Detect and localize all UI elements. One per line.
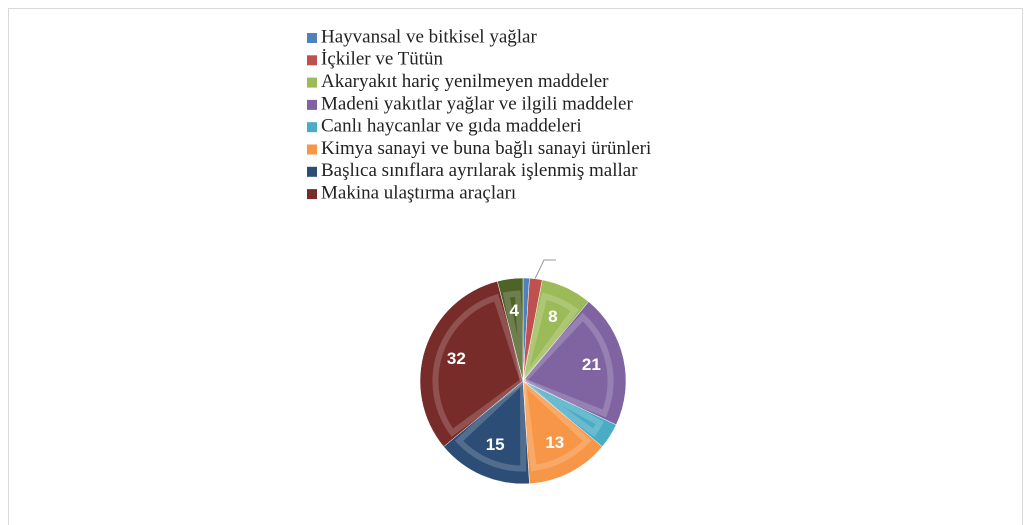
legend-label: Hayvansal ve bitkisel yağlar xyxy=(321,26,537,47)
legend-swatch xyxy=(307,122,317,133)
legend-label: Akaryakıt hariç yenilmeyen maddeler xyxy=(321,71,609,92)
legend-swatch xyxy=(307,33,317,43)
pie-slice xyxy=(419,280,524,448)
pie-slice xyxy=(497,277,524,382)
pie-slice xyxy=(522,301,627,426)
legend-label: Canlı haycanlar ve gıda maddeleri xyxy=(321,116,582,137)
data-label: 13 xyxy=(545,433,564,452)
legend-swatch xyxy=(307,166,317,177)
data-label: 21 xyxy=(582,355,601,374)
legend-swatch xyxy=(307,55,317,66)
slice-bevel xyxy=(520,292,579,383)
data-label: 8 xyxy=(548,307,557,326)
data-label: 15 xyxy=(486,435,505,454)
legend-swatch xyxy=(307,144,317,155)
legend-swatch xyxy=(307,77,317,88)
chart-border xyxy=(8,8,1023,525)
legend-swatch xyxy=(307,99,317,110)
slice-bevel xyxy=(519,373,592,472)
slice-bevel xyxy=(454,374,527,472)
data-label: 32 xyxy=(447,349,466,368)
legend-label: Makina ulaştırma araçları xyxy=(321,182,516,203)
legend-label: Kimya sanayi ve buna bağlı sanayi ürünle… xyxy=(321,138,651,159)
legend-label: Madeni yakıtlar yağlar ve ilgili maddele… xyxy=(321,93,633,114)
slice-bevel xyxy=(521,378,604,437)
data-label: 4 xyxy=(509,301,519,320)
legend-label: Başlıca sınıflara ayrılarak işlenmiş mal… xyxy=(321,160,638,181)
legend-label: İçkiler ve Tütün xyxy=(321,49,444,70)
slice-bevel xyxy=(517,312,614,418)
slice-bevel xyxy=(502,290,526,382)
legend-swatch xyxy=(307,189,317,200)
pie-slice xyxy=(443,380,530,485)
slice-bevel xyxy=(432,293,527,437)
leader-line xyxy=(531,259,556,286)
pie-slice xyxy=(522,380,603,485)
